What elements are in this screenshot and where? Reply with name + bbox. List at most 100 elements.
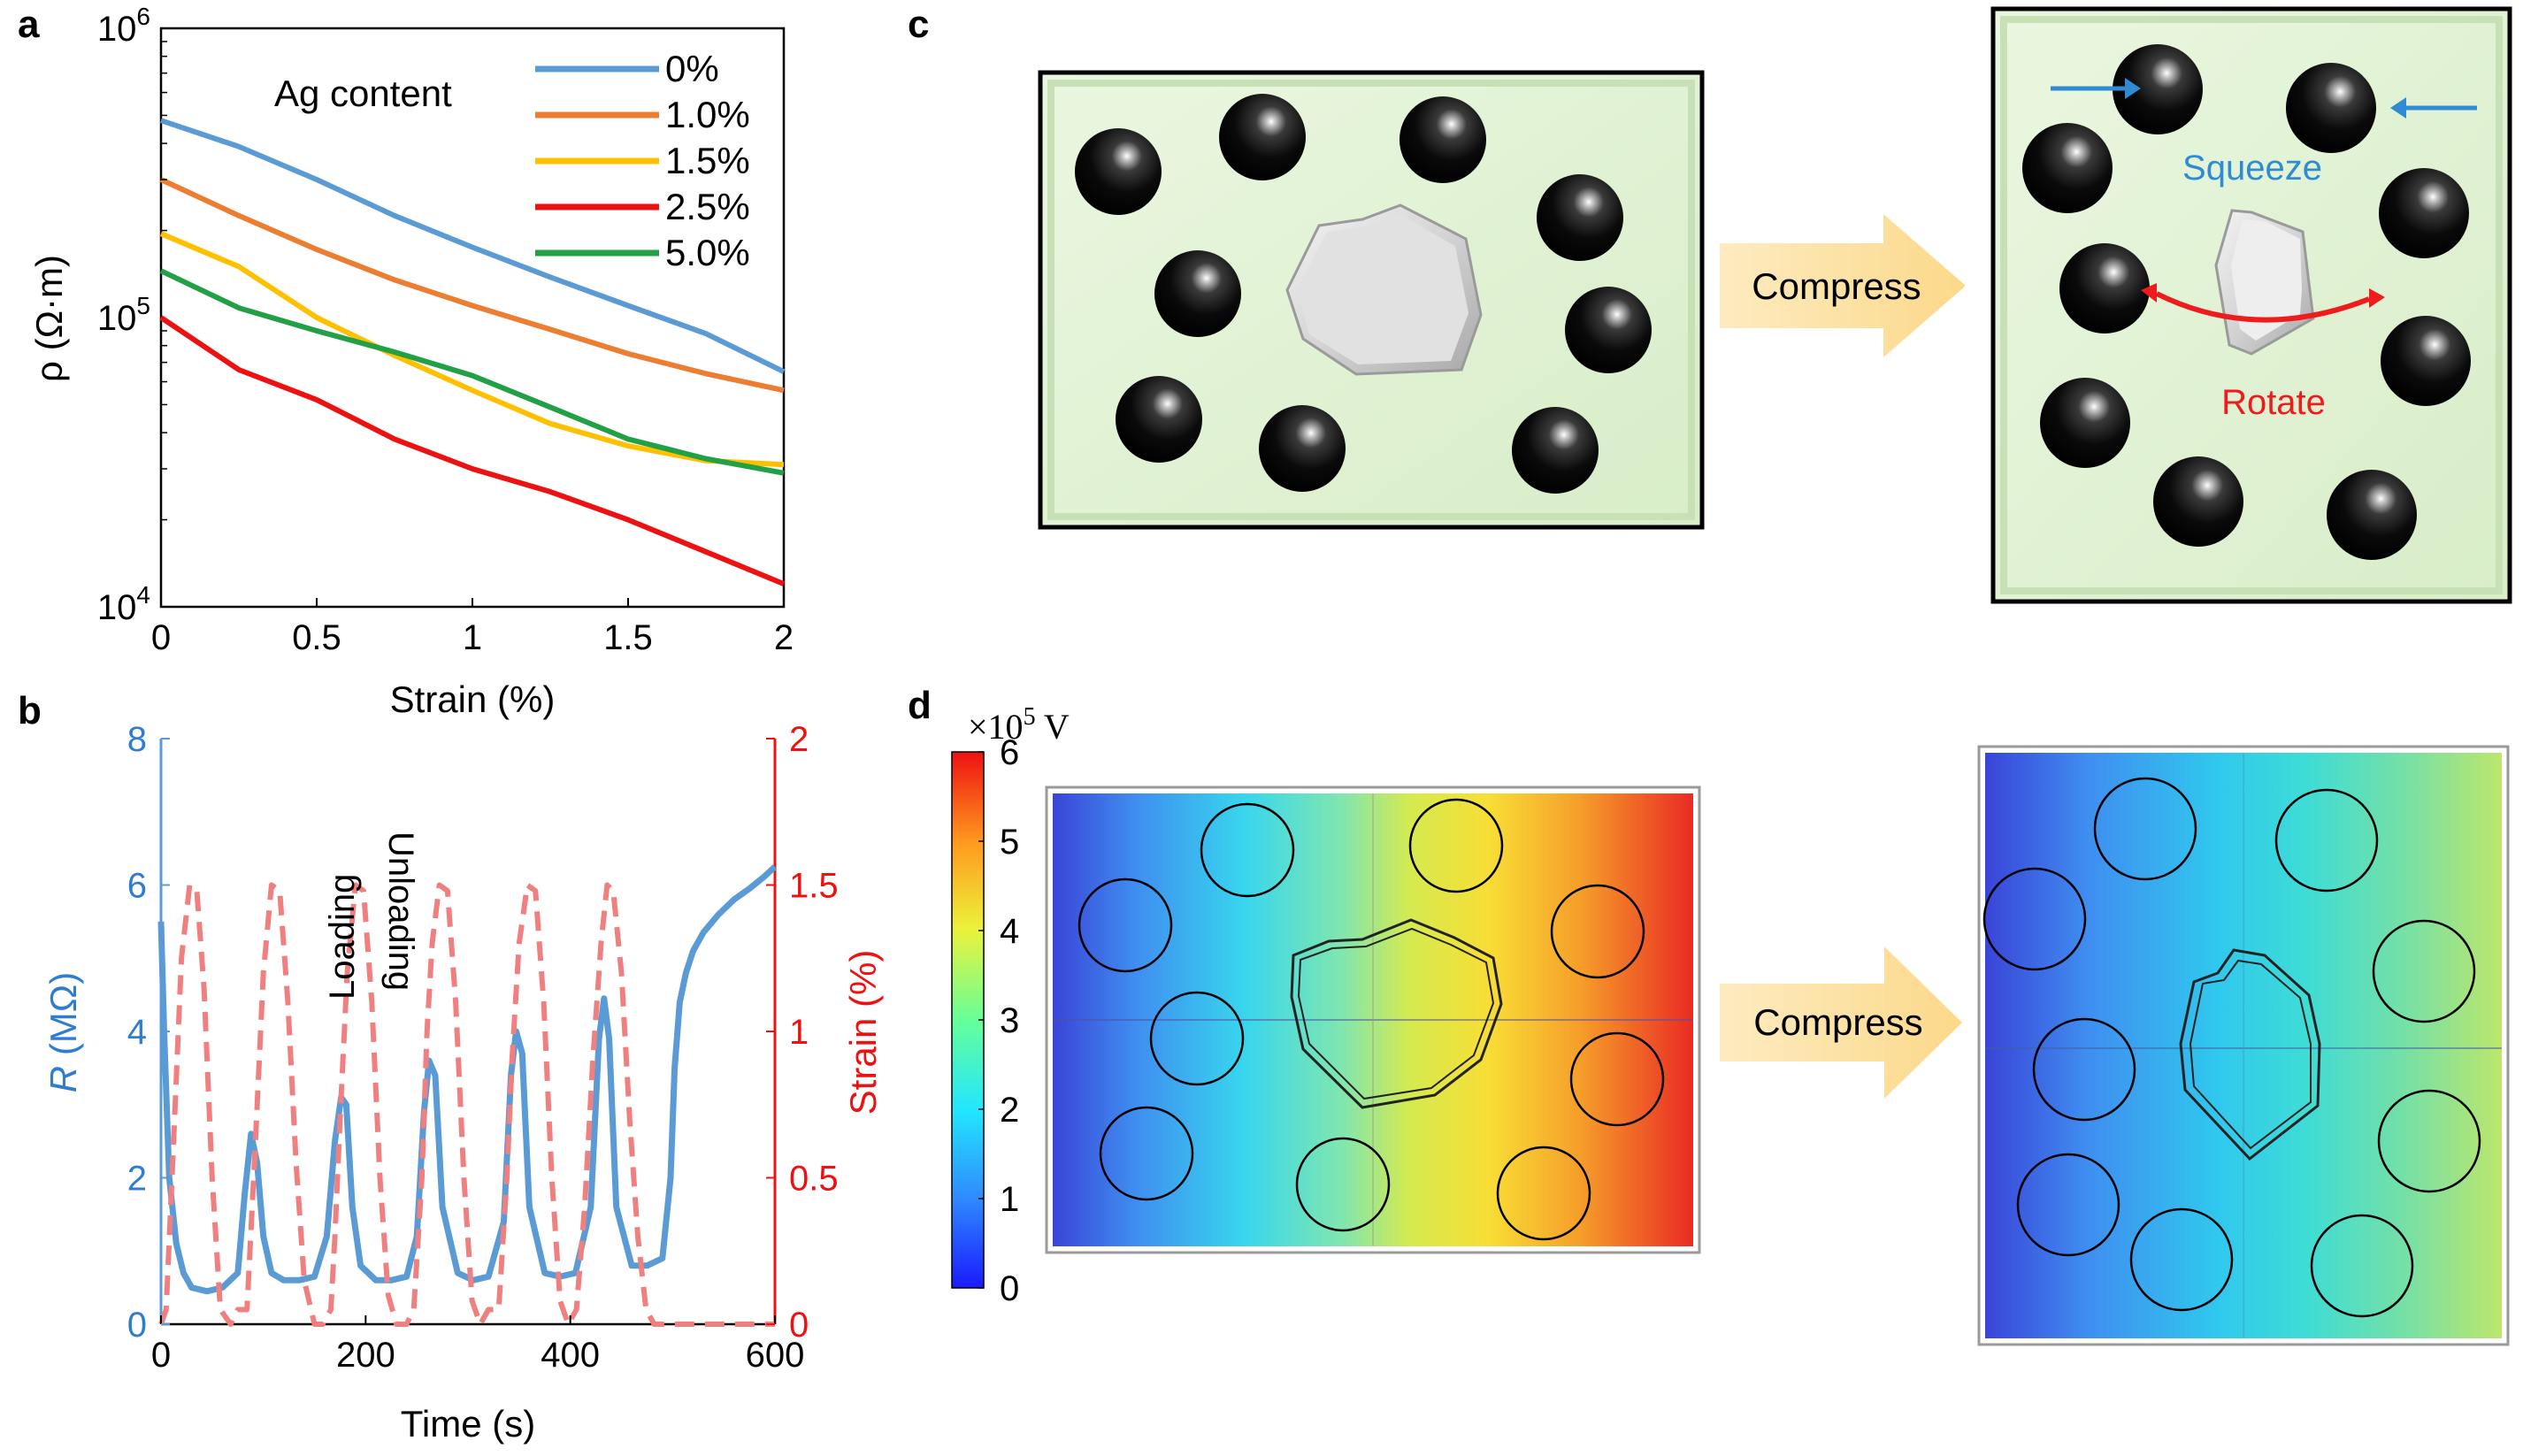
panel-a-xlabel: Strain (%) — [390, 678, 556, 720]
panel-b-annotation-loading: Loading — [323, 874, 362, 1000]
y-left-tick-label: 4 — [127, 1013, 147, 1052]
panel-a-ylabel: ρ (Ω·m) — [28, 255, 70, 382]
legend-label: 5.0% — [665, 232, 750, 273]
colorbar-tick-label: 1 — [1000, 1180, 1019, 1219]
particle-outline — [2016, 1153, 2120, 1257]
particle-outline — [2032, 1017, 2136, 1122]
colorbar-tick-label: 3 — [1000, 1001, 1019, 1040]
x-tick-label: 1 — [463, 618, 482, 657]
panel-b-annotation-unloading: Unloading — [381, 831, 420, 991]
x-tick-label: 2 — [774, 618, 794, 657]
y-right-tick-label: 0.5 — [789, 1160, 839, 1199]
colorbar-tick-label: 2 — [1000, 1091, 1019, 1130]
series-line-strain — [158, 882, 775, 1327]
particle-outline — [1569, 1031, 1665, 1127]
particle-ball — [2040, 378, 2130, 468]
particle-outline — [1200, 802, 1295, 898]
panel-c-arrow: Compress — [1720, 214, 1966, 357]
particle-outline — [1149, 991, 1245, 1086]
particle-ball — [1512, 407, 1599, 494]
compress-arrow-c — [1720, 214, 1966, 357]
x-tick-label: 200 — [336, 1336, 395, 1375]
panel-c-before — [1038, 70, 1705, 530]
particle-ball — [1565, 287, 1652, 373]
y-tick-label: 104 — [97, 581, 150, 627]
colorbar-tick-label: 6 — [1000, 733, 1019, 772]
x-tick-label: 400 — [541, 1336, 600, 1375]
y-tick-label: 105 — [97, 292, 150, 338]
colorbar-tick-label: 5 — [1000, 823, 1019, 862]
panel-a-chart: 0 0.5 1 1.5 2 104 105 106 Strain (%) ρ (Ω·m) Ag… — [28, 3, 794, 720]
rotate-arrow-head-left — [2141, 283, 2157, 303]
y-right-tick-label: 0 — [789, 1306, 809, 1345]
panel-b-ylabel-right: Strain (%) — [842, 950, 884, 1115]
y-left-tick-label: 6 — [127, 867, 147, 906]
x-tick-label: 0.5 — [292, 618, 341, 657]
particle-ball — [1219, 94, 1306, 180]
y-left-tick-label: 2 — [127, 1160, 147, 1199]
particle-outline — [1496, 1146, 1591, 1241]
x-tick-label: 1.5 — [603, 618, 653, 657]
particle-outline — [2372, 919, 2476, 1023]
particle-ball — [1075, 128, 1162, 215]
panel-d-field-after — [1977, 745, 2510, 1346]
particle-outline — [2310, 1214, 2414, 1318]
legend-label: 2.5% — [665, 186, 750, 227]
squeeze-arrow-right-head — [2390, 97, 2406, 119]
particle-ball — [2059, 243, 2150, 333]
panel-c-label: c — [908, 3, 929, 46]
particle-outline — [1099, 1106, 1194, 1201]
particle-ball — [1154, 250, 1241, 337]
particle-ball — [2381, 316, 2471, 406]
y-left-tick-label: 0 — [127, 1306, 147, 1345]
series-line-3 — [159, 315, 786, 586]
series-line-0 — [160, 118, 786, 374]
particle-ball — [2022, 123, 2113, 213]
series-line-1 — [159, 177, 785, 394]
x-tick-label: 0 — [151, 1336, 171, 1375]
particle-outline — [2129, 1207, 2234, 1312]
squeeze-label: Squeeze — [2182, 149, 2322, 188]
colorbar-tick-label: 0 — [1000, 1269, 1019, 1308]
y-right-tick-label: 1 — [789, 1013, 809, 1052]
x-tick-label: 0 — [151, 618, 171, 657]
particle-outline — [1550, 884, 1645, 979]
particle-ball — [1400, 96, 1486, 183]
legend-label: 0% — [665, 48, 719, 89]
panel-d-field-before — [1045, 785, 1701, 1254]
panel-b-ylabel-left: R (MΩ) — [42, 972, 84, 1092]
colorbar-unit: ×105 V — [968, 703, 1070, 747]
y-left-tick-label: 8 — [127, 720, 147, 759]
particle-ball — [2379, 168, 2469, 258]
rotate-label: Rotate — [2221, 383, 2326, 422]
series-line-2 — [159, 231, 785, 468]
compress-arrow-d — [1720, 946, 1962, 1099]
particle-outline — [2274, 788, 2379, 893]
squeeze-arrow-left-head — [2125, 78, 2141, 99]
particle-outline — [2377, 1089, 2481, 1193]
y-right-tick-label: 1.5 — [789, 867, 839, 906]
particle-outline — [1077, 877, 1173, 973]
particle-ball — [1259, 405, 1346, 492]
particle-ball — [2153, 456, 2243, 547]
panel-a-legend-title: Ag content — [274, 73, 452, 114]
legend-label: 1.0% — [665, 94, 750, 135]
rotate-arrow — [2155, 291, 2371, 323]
particle-outline — [1982, 867, 2087, 971]
panel-d-colorbar: ×105 V 0 1 2 3 4 5 6 — [951, 703, 1070, 1308]
particle-outline — [1408, 798, 1504, 893]
particle-ball — [1537, 174, 1623, 261]
series-line-4 — [159, 268, 785, 476]
x-tick-label: 600 — [746, 1336, 805, 1375]
rotate-arrow-head-right — [2369, 288, 2385, 308]
compress-label-d: Compress — [1753, 1001, 1922, 1043]
panel-d-arrow: Compress — [1720, 946, 1962, 1099]
legend-label: 1.5% — [665, 140, 750, 181]
particle-ball — [2286, 63, 2376, 153]
crystal-outline-before — [1290, 918, 1503, 1109]
particle-outline — [1295, 1137, 1391, 1232]
crystal-outline-after — [2179, 948, 2321, 1161]
panel-b-label: b — [18, 689, 42, 732]
particle-outline — [2093, 777, 2197, 881]
